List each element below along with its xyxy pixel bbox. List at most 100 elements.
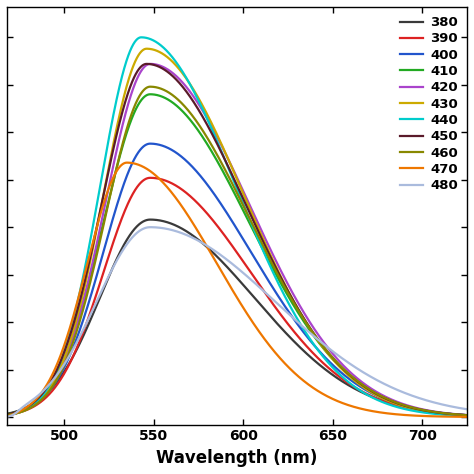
Line: 430: 430: [0, 49, 474, 417]
480: [45, 383, 51, 389]
390: [147, 175, 153, 181]
440: [464, 413, 470, 419]
420: [175, 75, 181, 81]
400: [412, 406, 418, 411]
460: [175, 97, 181, 102]
480: [196, 238, 202, 244]
400: [196, 172, 202, 177]
410: [73, 322, 79, 328]
Line: 440: 440: [0, 37, 474, 417]
390: [45, 393, 51, 399]
400: [175, 151, 181, 157]
430: [144, 46, 149, 52]
380: [464, 412, 470, 418]
440: [138, 35, 144, 40]
450: [73, 311, 79, 317]
460: [45, 390, 51, 396]
460: [464, 412, 470, 418]
380: [175, 224, 181, 229]
Line: 420: 420: [0, 64, 474, 416]
400: [147, 141, 153, 146]
Line: 390: 390: [0, 178, 474, 417]
450: [196, 108, 202, 114]
390: [73, 346, 79, 352]
400: [73, 336, 79, 342]
410: [147, 91, 153, 97]
430: [196, 96, 202, 102]
380: [147, 217, 153, 222]
470: [196, 230, 202, 236]
440: [45, 385, 51, 391]
450: [175, 79, 181, 84]
400: [473, 413, 474, 419]
400: [464, 412, 470, 418]
420: [147, 61, 153, 67]
460: [73, 329, 79, 335]
380: [73, 347, 79, 353]
420: [473, 413, 474, 419]
410: [175, 104, 181, 110]
410: [464, 412, 470, 418]
Line: 380: 380: [0, 219, 474, 417]
Line: 450: 450: [0, 64, 474, 416]
450: [464, 412, 470, 418]
470: [412, 413, 418, 419]
430: [45, 388, 51, 394]
380: [45, 390, 51, 395]
430: [175, 65, 181, 71]
420: [464, 412, 470, 418]
440: [196, 99, 202, 105]
430: [473, 413, 474, 419]
420: [73, 323, 79, 329]
480: [464, 406, 470, 412]
390: [175, 184, 181, 190]
440: [412, 408, 418, 414]
380: [473, 413, 474, 419]
480: [175, 229, 181, 235]
390: [473, 413, 474, 419]
Line: 410: 410: [0, 94, 474, 416]
420: [196, 102, 202, 108]
440: [73, 304, 79, 310]
440: [473, 413, 474, 419]
450: [412, 405, 418, 411]
410: [45, 385, 51, 391]
Line: 470: 470: [0, 163, 474, 417]
380: [196, 237, 202, 243]
470: [124, 160, 130, 165]
460: [147, 84, 153, 90]
380: [412, 407, 418, 412]
480: [473, 408, 474, 413]
470: [175, 198, 181, 204]
460: [473, 413, 474, 419]
X-axis label: Wavelength (nm): Wavelength (nm): [156, 449, 318, 467]
Line: 400: 400: [0, 144, 474, 416]
450: [144, 61, 149, 67]
430: [73, 317, 79, 323]
400: [45, 390, 51, 396]
430: [412, 406, 418, 412]
Legend: 380, 390, 400, 410, 420, 430, 440, 450, 460, 470, 480: 380, 390, 400, 410, 420, 430, 440, 450, …: [397, 14, 460, 195]
Line: 460: 460: [0, 87, 474, 417]
470: [73, 302, 79, 308]
390: [196, 202, 202, 208]
450: [45, 383, 51, 389]
390: [464, 412, 470, 418]
410: [473, 413, 474, 419]
390: [412, 407, 418, 412]
470: [45, 381, 51, 386]
460: [412, 405, 418, 411]
420: [412, 405, 418, 410]
460: [196, 122, 202, 128]
480: [147, 224, 153, 230]
450: [473, 413, 474, 419]
410: [196, 129, 202, 135]
420: [45, 389, 51, 394]
430: [464, 413, 470, 419]
410: [412, 405, 418, 411]
440: [175, 62, 181, 68]
Line: 480: 480: [0, 227, 474, 417]
470: [464, 414, 470, 419]
480: [73, 340, 79, 346]
480: [412, 394, 418, 400]
